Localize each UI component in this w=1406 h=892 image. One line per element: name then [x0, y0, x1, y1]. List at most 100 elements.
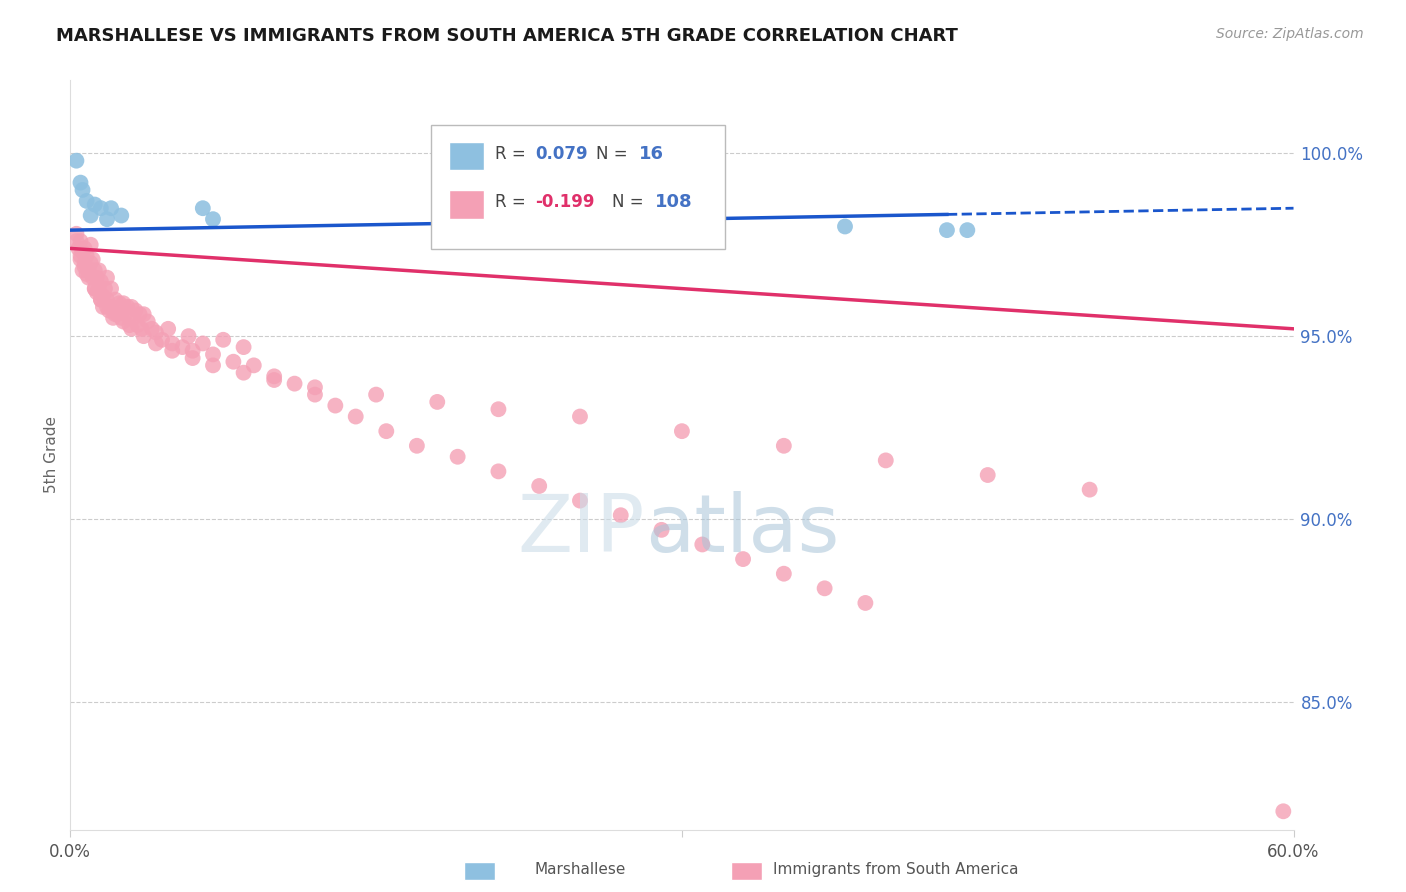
Point	[568, 493, 592, 508]
Point	[122, 310, 145, 325]
Point	[73, 260, 96, 274]
Point	[181, 351, 204, 365]
Point	[366, 387, 388, 401]
Point	[79, 237, 103, 252]
Point	[132, 307, 155, 321]
Point	[426, 395, 449, 409]
Point	[69, 234, 91, 248]
Point	[813, 582, 835, 596]
FancyBboxPatch shape	[450, 142, 484, 170]
Point	[67, 241, 90, 255]
Point	[121, 322, 143, 336]
Text: -0.199: -0.199	[536, 194, 595, 211]
Point	[90, 293, 112, 307]
Point	[145, 336, 167, 351]
Point	[136, 314, 159, 328]
Point	[956, 223, 979, 237]
Point	[457, 230, 479, 244]
Point	[162, 336, 183, 351]
Point	[610, 508, 633, 523]
Text: 16: 16	[640, 145, 664, 162]
Point	[773, 566, 796, 581]
Point	[94, 282, 117, 296]
Point	[91, 300, 114, 314]
Text: 108: 108	[655, 194, 693, 211]
Point	[112, 296, 135, 310]
Point	[834, 219, 856, 234]
Point	[105, 307, 128, 321]
Point	[90, 293, 112, 307]
Point	[72, 183, 94, 197]
Point	[263, 369, 285, 384]
Point	[76, 194, 98, 208]
Y-axis label: 5th Grade: 5th Grade	[44, 417, 59, 493]
Point	[77, 270, 100, 285]
Text: N =: N =	[612, 194, 650, 211]
Text: atlas: atlas	[645, 491, 839, 569]
Point	[118, 318, 141, 333]
Point	[90, 274, 112, 288]
Point	[157, 322, 180, 336]
Point	[375, 424, 398, 438]
Point	[96, 293, 118, 307]
Point	[82, 252, 104, 267]
Text: R =: R =	[495, 194, 530, 211]
Point	[69, 252, 91, 267]
Point	[344, 409, 367, 424]
Point	[855, 596, 877, 610]
Point	[243, 359, 266, 373]
Point	[202, 359, 225, 373]
Point	[79, 256, 103, 270]
Point	[177, 329, 200, 343]
Point	[304, 380, 326, 394]
Point	[263, 373, 285, 387]
Point	[83, 197, 105, 211]
Point	[96, 212, 118, 227]
Point	[568, 409, 592, 424]
Point	[232, 366, 254, 380]
Point	[100, 282, 122, 296]
Point	[131, 322, 153, 336]
Point	[87, 282, 110, 296]
Point	[406, 439, 429, 453]
Point	[96, 300, 118, 314]
Point	[76, 267, 98, 281]
Point	[284, 376, 307, 391]
Point	[112, 314, 135, 328]
Point	[162, 343, 183, 358]
Text: N =: N =	[596, 145, 633, 162]
Point	[69, 249, 91, 263]
Text: Immigrants from South America: Immigrants from South America	[773, 863, 1019, 877]
Point	[98, 303, 121, 318]
Point	[121, 300, 143, 314]
Point	[202, 347, 225, 361]
Point	[202, 212, 225, 227]
Point	[72, 263, 94, 277]
Point	[104, 293, 127, 307]
Point	[488, 464, 510, 478]
Point	[150, 333, 173, 347]
Point	[79, 209, 103, 223]
Point	[191, 201, 214, 215]
Point	[86, 270, 108, 285]
Point	[96, 270, 118, 285]
Point	[936, 223, 959, 237]
FancyBboxPatch shape	[432, 125, 724, 249]
Point	[110, 310, 132, 325]
Point	[304, 387, 326, 401]
Point	[90, 201, 112, 215]
Point	[650, 523, 672, 537]
Point	[141, 322, 163, 336]
Point	[72, 245, 94, 260]
Point	[100, 201, 122, 215]
Point	[110, 209, 132, 223]
Text: MARSHALLESE VS IMMIGRANTS FROM SOUTH AMERICA 5TH GRADE CORRELATION CHART: MARSHALLESE VS IMMIGRANTS FROM SOUTH AME…	[56, 27, 957, 45]
Point	[976, 468, 998, 483]
Point	[114, 307, 136, 321]
Point	[132, 329, 155, 343]
Point	[117, 300, 139, 314]
Point	[108, 296, 131, 310]
Point	[76, 249, 98, 263]
Point	[100, 300, 122, 314]
Point	[82, 270, 104, 285]
